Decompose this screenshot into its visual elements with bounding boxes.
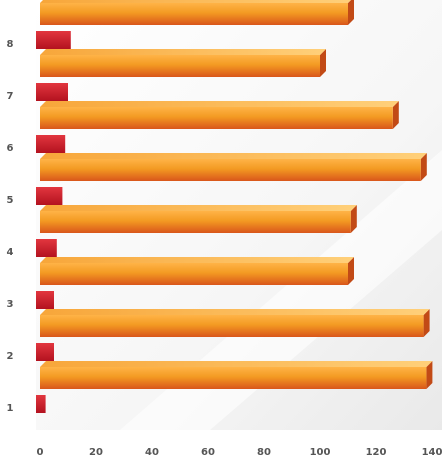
x-tick-label: 60 <box>201 447 215 458</box>
y-tick-label: 7 <box>7 91 14 102</box>
y-tick-label: 2 <box>7 351 14 362</box>
bar-series-2-side-cat-6 <box>392 101 399 129</box>
bar-series-2-side-cat-2 <box>423 309 430 337</box>
bar-series-2-top-cat-1 <box>40 361 433 367</box>
bar-series-2-top-cat-6 <box>40 101 399 107</box>
bar-series-2-top-cat-3 <box>40 257 354 263</box>
x-tick-label: 80 <box>257 447 271 458</box>
bar-series-1-cat-4 <box>36 239 57 257</box>
bar-series-2-side-cat-5 <box>420 153 427 181</box>
bar-series-2-cat-2 <box>40 315 424 337</box>
y-tick-label: 5 <box>7 195 14 206</box>
bar-series-1-cat-6 <box>36 135 66 153</box>
bar-series-2-top-cat-5 <box>40 153 427 159</box>
x-tick-label: 140 <box>422 447 442 458</box>
bar-series-1-cat-1 <box>36 395 46 413</box>
bar-series-2-top-cat-4 <box>40 205 357 211</box>
bar-series-2-side-cat-8 <box>348 0 354 25</box>
background-light-band <box>120 150 442 430</box>
y-tick-label: 8 <box>7 39 14 50</box>
bar-series-2-cat-1 <box>40 367 427 389</box>
y-tick-label: 6 <box>7 143 14 154</box>
y-tick-label: 4 <box>7 247 14 258</box>
bar-series-1-cat-2 <box>36 343 54 361</box>
x-tick-label: 100 <box>310 447 331 458</box>
bar-series-2-side-cat-3 <box>348 257 354 285</box>
y-tick-label: 1 <box>7 403 14 414</box>
bar-series-2-top-cat-2 <box>40 309 430 315</box>
bar-series-1-cat-3 <box>36 291 54 309</box>
bar-series-2-side-cat-1 <box>426 361 433 389</box>
bar-series-2-top-cat-7 <box>40 49 326 55</box>
x-tick-label: 40 <box>145 447 159 458</box>
bar-series-2-cat-4 <box>40 211 351 233</box>
bar-series-1-cat-8 <box>36 31 71 49</box>
bar-series-2-side-cat-4 <box>350 205 357 233</box>
x-tick-label: 20 <box>89 447 103 458</box>
bar-series-2-cat-8 <box>40 3 348 25</box>
bar-series-2-top-cat-8 <box>40 0 351 3</box>
bar-series-2-cat-7 <box>40 55 320 77</box>
y-tick-label: 3 <box>7 299 14 310</box>
bar-series-2-side-cat-7 <box>320 49 326 77</box>
bar-series-1-cat-7 <box>36 83 68 101</box>
x-tick-label: 120 <box>366 447 387 458</box>
bar-series-2-cat-5 <box>40 159 421 181</box>
bar-series-2-cat-3 <box>40 263 348 285</box>
bar-series-2-cat-6 <box>40 107 393 129</box>
bar-series-1-cat-5 <box>36 187 63 205</box>
x-tick-label: 0 <box>37 447 44 458</box>
